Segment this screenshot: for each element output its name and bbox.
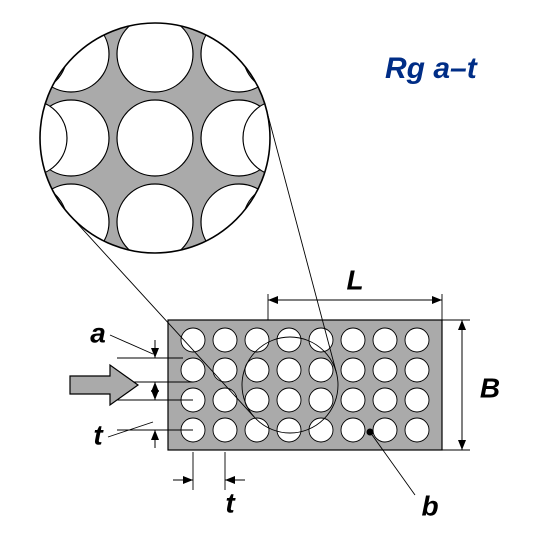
label-t-vertical: t [93,419,104,450]
feed-arrow-icon [70,365,138,405]
label-L: L [346,264,363,295]
label-a: a [90,317,106,348]
label-B: B [480,372,500,403]
magnifier-view [0,16,319,260]
diagram-svg: Rg a–t L Ba t t b [0,0,550,550]
label-b: b [421,490,438,521]
label-t-horizontal: t [225,487,236,518]
diagram-title: Rg a–t [385,52,479,85]
